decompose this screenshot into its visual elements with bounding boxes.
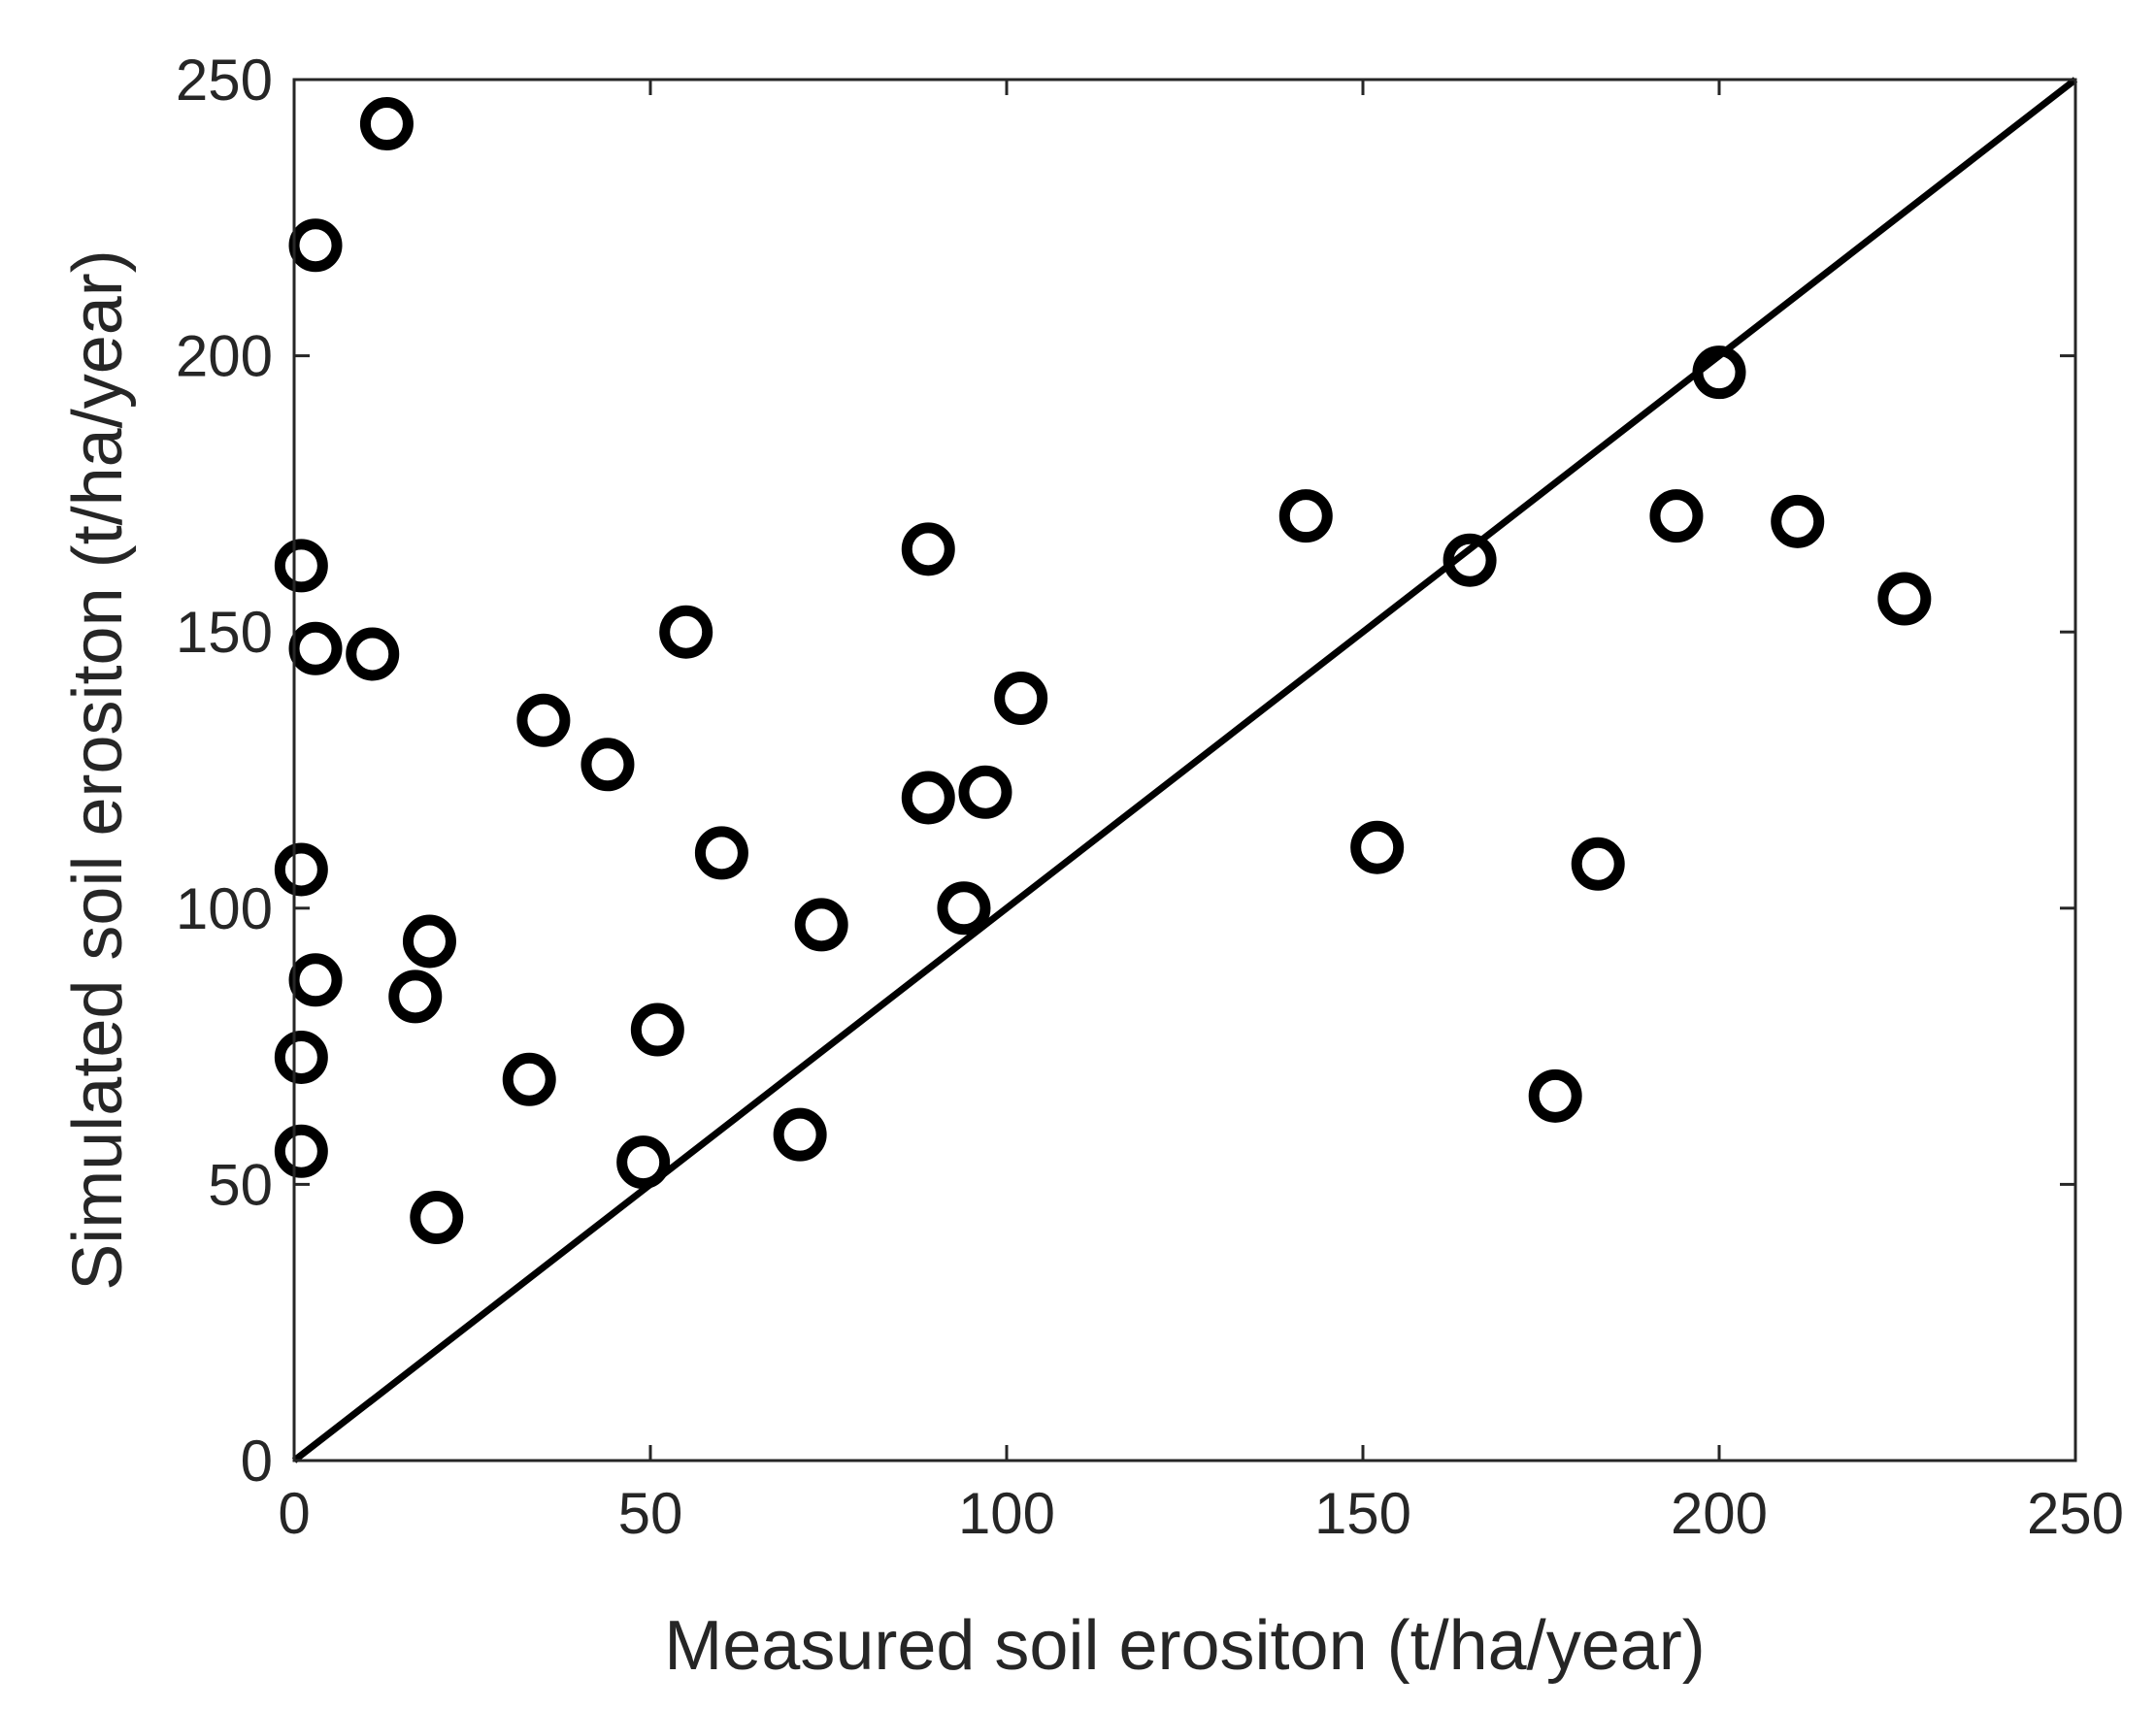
data-point <box>773 1107 827 1162</box>
x-tick-label: 100 <box>958 1481 1055 1546</box>
data-point <box>694 826 748 880</box>
data-point <box>901 522 955 576</box>
data-point <box>580 738 635 792</box>
data-point <box>502 1052 556 1106</box>
data-point <box>359 97 414 151</box>
y-tick-label: 0 <box>241 1429 273 1494</box>
data-point <box>402 914 456 969</box>
x-tick-label: 150 <box>1314 1481 1411 1546</box>
data-point <box>346 627 400 681</box>
data-point <box>274 1030 328 1084</box>
x-tick-label: 250 <box>2027 1481 2124 1546</box>
y-tick-label: 150 <box>176 600 273 665</box>
y-tick-label: 250 <box>176 48 273 113</box>
data-point <box>659 605 713 659</box>
data-point <box>616 1135 671 1190</box>
data-point <box>288 953 343 1007</box>
data-point <box>958 765 1012 819</box>
plot-area-frame <box>292 78 2077 1463</box>
one-to-one-line <box>291 77 2078 1463</box>
y-axis-title: Simulated soil erositon (t/ha/year) <box>59 249 137 1290</box>
data-point <box>1877 572 1932 626</box>
reference-line-layer <box>291 77 2078 1463</box>
data-point <box>288 218 343 273</box>
data-point <box>901 771 955 825</box>
points-layer <box>274 97 1932 1245</box>
data-point <box>388 970 443 1024</box>
y-tick-label: 100 <box>176 876 273 941</box>
data-point <box>1528 1068 1582 1123</box>
x-tick-label: 0 <box>278 1481 310 1546</box>
data-point <box>1649 489 1704 543</box>
y-tick-label: 200 <box>176 324 273 389</box>
data-point <box>994 672 1048 726</box>
data-point <box>1350 820 1405 874</box>
y-tick-label: 50 <box>208 1152 273 1217</box>
data-point <box>410 1191 464 1245</box>
data-point <box>1771 494 1825 548</box>
x-tick-label: 50 <box>618 1481 683 1546</box>
data-point <box>1571 837 1625 891</box>
data-point <box>274 1124 328 1178</box>
data-point <box>630 1002 684 1057</box>
data-point <box>1692 345 1746 400</box>
data-point <box>516 693 571 747</box>
data-point <box>1443 533 1497 587</box>
data-point <box>1278 489 1333 543</box>
tick-labels-layer: 0 50 100 150 200 250 0 50 100 150 200 250 <box>176 48 2124 1546</box>
x-axis-title: Measured soil erositon (t/ha/year) <box>664 1607 1705 1685</box>
x-tick-label: 200 <box>1671 1481 1768 1546</box>
data-point <box>937 881 991 936</box>
data-point <box>288 621 343 675</box>
data-point <box>274 539 328 593</box>
data-point <box>794 898 848 952</box>
data-point <box>274 842 328 897</box>
